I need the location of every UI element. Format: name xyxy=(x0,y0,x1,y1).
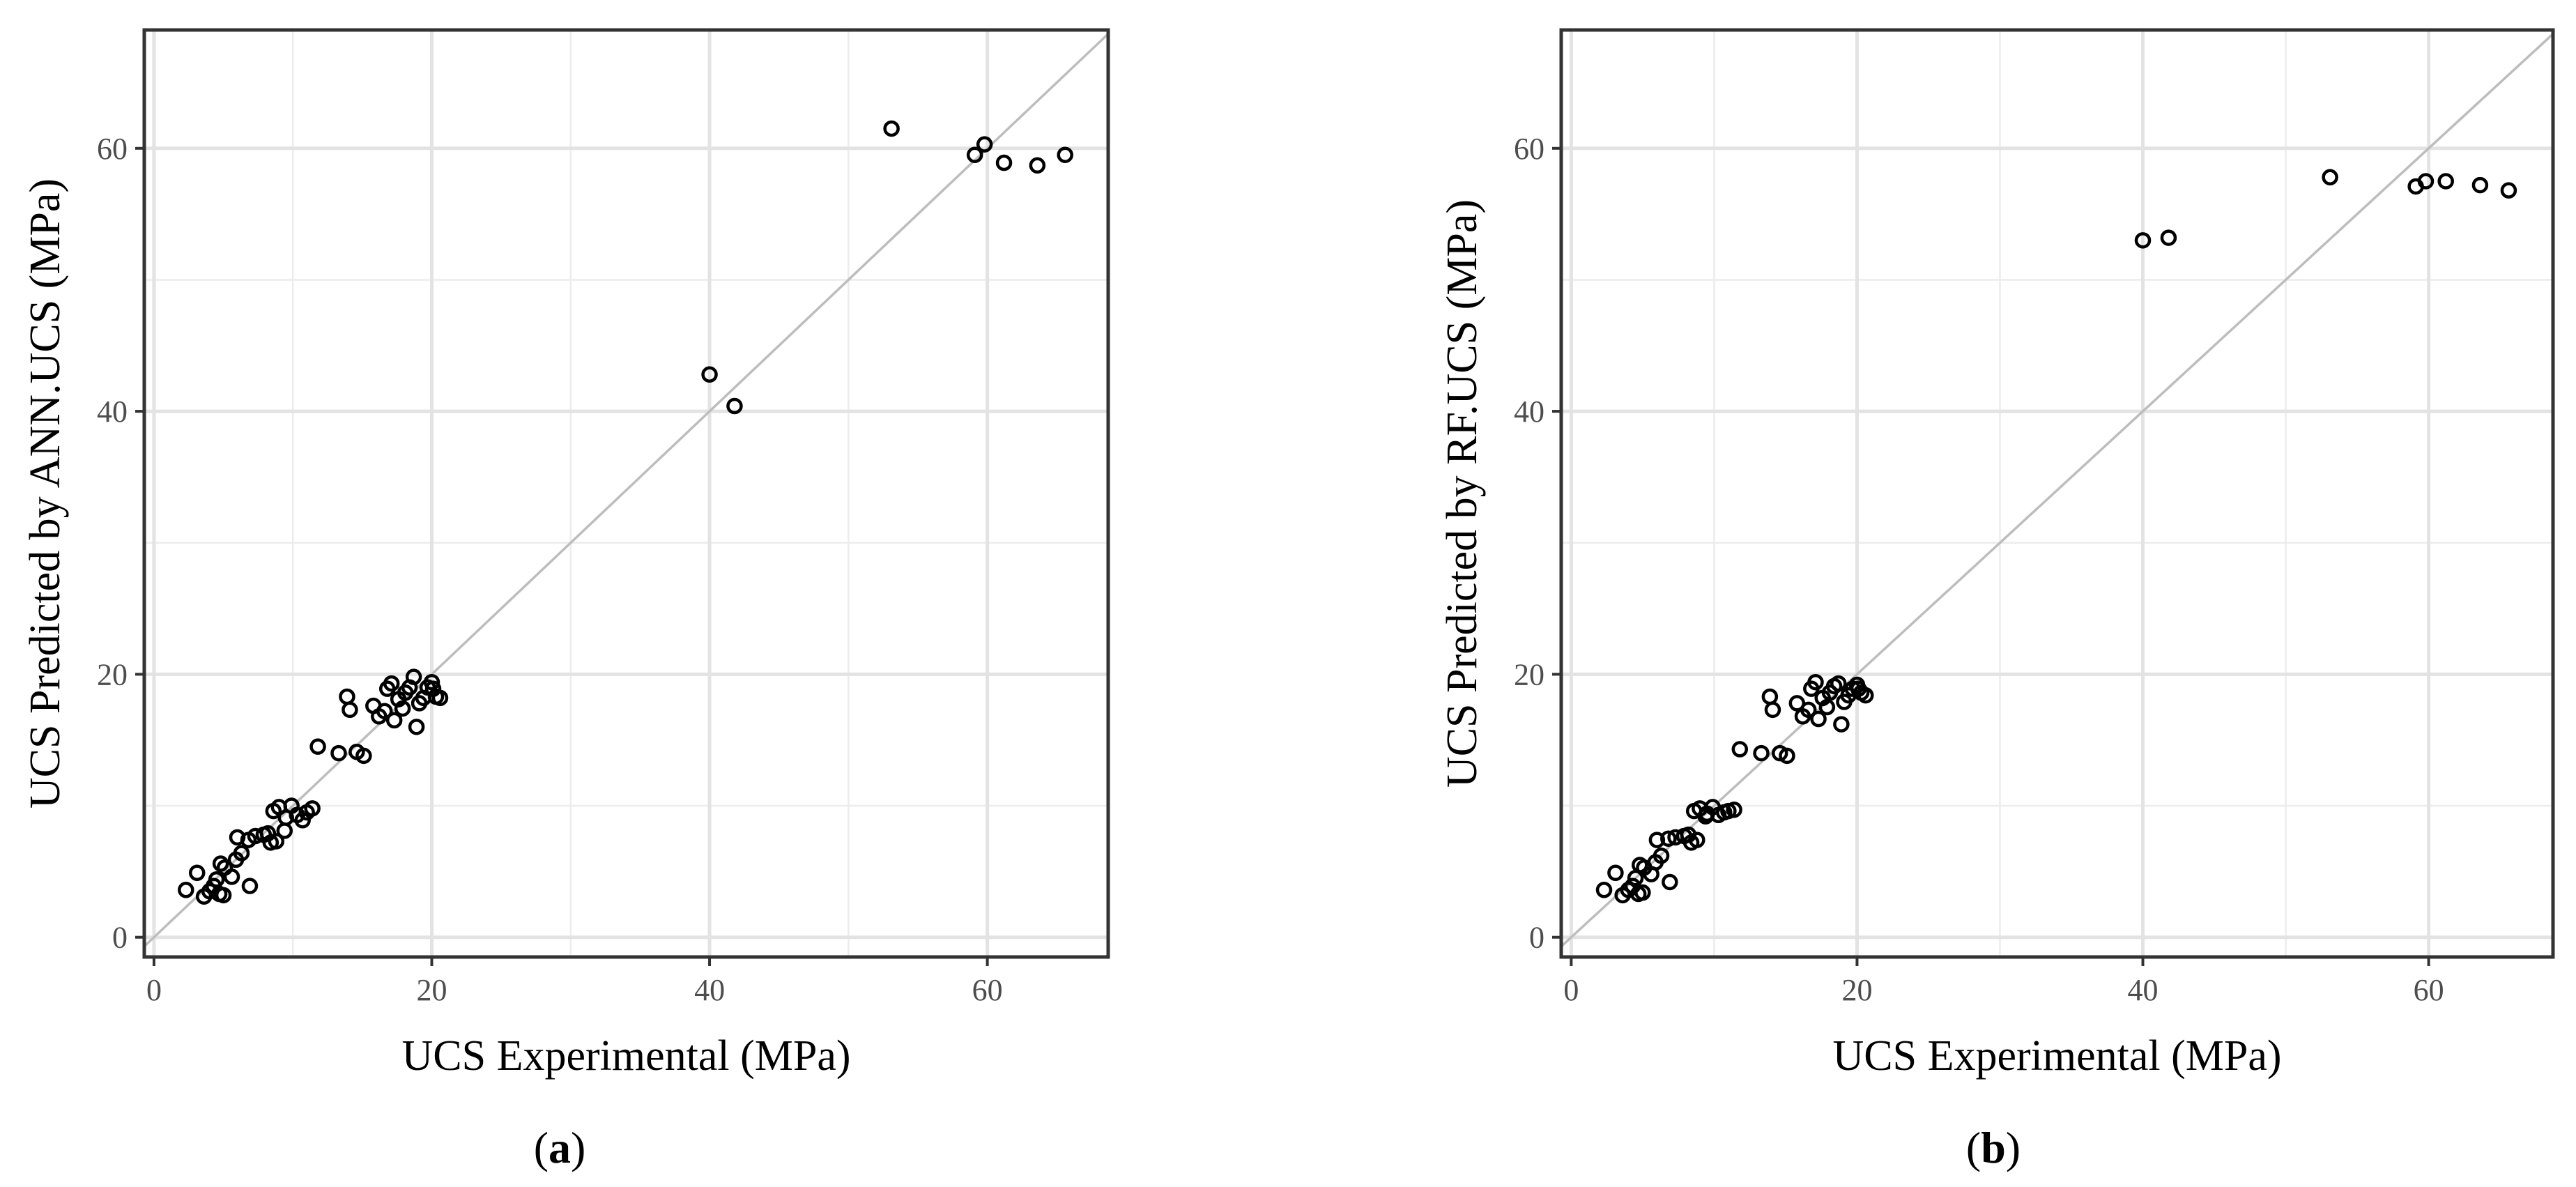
data-point xyxy=(1779,747,1795,765)
data-point xyxy=(208,871,225,888)
y-axis-title: UCS Predicted by ANN.UCS (MPa) xyxy=(22,178,69,809)
data-point xyxy=(1660,830,1677,847)
x-axis-title: UCS Experimental (MPa) xyxy=(401,1032,850,1080)
data-point xyxy=(2322,169,2338,186)
x-tick-label: 20 xyxy=(1841,973,1872,1007)
panel-b: 0 20 40 60 0 20 40 60 UCS Experimental (MPa) UCS … xyxy=(1439,28,2555,1172)
data-point xyxy=(1648,832,1666,848)
data-point xyxy=(1830,675,1847,692)
x-tick-label: 60 xyxy=(2414,973,2444,1007)
data-point xyxy=(1764,701,1781,719)
y-tick-label: 0 xyxy=(112,921,128,955)
data-point xyxy=(376,703,393,719)
data-point xyxy=(233,845,250,861)
x-tick-label: 0 xyxy=(146,973,162,1007)
data-point xyxy=(294,812,311,829)
data-point xyxy=(1057,146,1073,163)
data-point xyxy=(423,673,440,691)
data-point xyxy=(215,887,232,904)
data-point xyxy=(976,136,993,153)
data-point xyxy=(424,680,442,697)
data-point xyxy=(330,744,347,762)
y-tick-label: 20 xyxy=(97,657,128,691)
x-tick-label: 20 xyxy=(417,973,447,1007)
data-point xyxy=(1800,701,1817,719)
gridlines xyxy=(144,30,1108,957)
panel-caption: (b) xyxy=(1966,1123,2021,1172)
data-point xyxy=(2134,232,2152,249)
data-point xyxy=(355,747,372,765)
data-point xyxy=(178,882,194,898)
data-points xyxy=(178,120,1073,905)
data-point xyxy=(259,825,277,842)
data-point xyxy=(966,146,983,163)
y-axis-title: UCS Predicted by RF.UCS (MPa) xyxy=(1439,199,1486,788)
data-point xyxy=(342,701,358,719)
data-point xyxy=(2437,173,2454,190)
data-points xyxy=(1595,169,2517,904)
y-tick-label: 40 xyxy=(97,395,128,429)
data-point xyxy=(1607,864,1624,882)
data-point xyxy=(1818,698,1836,716)
data-point xyxy=(309,738,326,755)
panel-caption: (a) xyxy=(534,1123,586,1172)
data-point xyxy=(1653,847,1670,864)
panel-border xyxy=(1559,28,2555,959)
data-point xyxy=(2417,173,2435,190)
plot-area xyxy=(144,30,1108,957)
identity-line xyxy=(143,33,1110,948)
data-point xyxy=(883,120,900,137)
data-point xyxy=(1850,680,1867,697)
data-point xyxy=(2471,176,2489,194)
data-point xyxy=(188,864,206,882)
panel-border xyxy=(142,28,1110,959)
y-tick-label: 20 xyxy=(1514,657,1544,691)
panel-a: 0 20 40 60 0 20 40 60 UCS Experimental (MPa) UCS … xyxy=(22,28,1110,1172)
data-point xyxy=(405,668,422,685)
data-point xyxy=(408,719,425,735)
x-tick-label: 40 xyxy=(2128,973,2159,1007)
x-tick-label: 60 xyxy=(972,973,1003,1007)
data-point xyxy=(1810,710,1827,728)
data-point xyxy=(241,878,259,894)
y-tick-label: 60 xyxy=(1514,132,1544,166)
y-tick-label: 0 xyxy=(1529,921,1544,955)
data-point xyxy=(1726,801,1742,818)
data-point xyxy=(304,800,321,817)
y-tick-label: 60 xyxy=(97,132,128,166)
data-point xyxy=(995,154,1013,171)
data-point xyxy=(1807,673,1824,691)
data-point xyxy=(2500,182,2517,199)
x-tick-label: 40 xyxy=(694,973,725,1007)
data-point xyxy=(394,700,411,717)
data-point xyxy=(383,675,400,692)
data-point xyxy=(212,855,229,872)
data-point xyxy=(1595,882,1613,898)
data-point xyxy=(1753,744,1770,762)
data-point xyxy=(1634,884,1651,901)
data-point xyxy=(385,712,403,729)
y-tick-label: 40 xyxy=(1514,395,1544,429)
gridlines xyxy=(1561,30,2553,957)
data-point xyxy=(1731,741,1749,758)
data-point xyxy=(1680,826,1697,843)
identity-line xyxy=(1560,33,2554,948)
data-point xyxy=(2160,229,2177,246)
data-point xyxy=(1833,716,1850,733)
data-point xyxy=(1632,857,1648,873)
data-point xyxy=(701,366,718,383)
data-point xyxy=(223,868,240,885)
x-axis-title: UCS Experimental (MPa) xyxy=(1832,1032,2281,1080)
data-point xyxy=(1029,157,1046,174)
data-point xyxy=(1662,873,1678,891)
data-point xyxy=(1844,680,1862,697)
data-point xyxy=(726,397,743,415)
x-tick-label: 0 xyxy=(1563,973,1579,1007)
